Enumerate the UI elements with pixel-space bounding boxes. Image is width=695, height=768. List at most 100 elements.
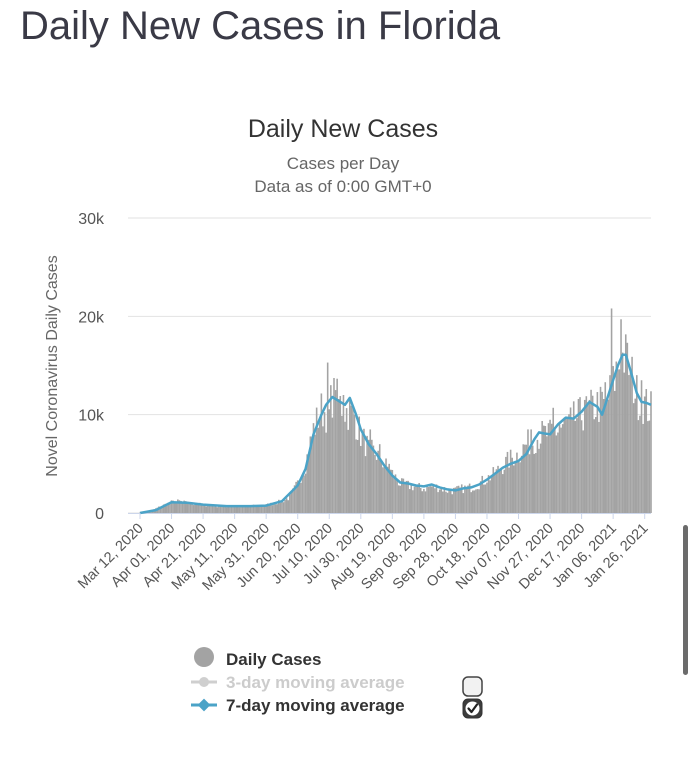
checkbox-3day[interactable] <box>462 676 483 697</box>
daily-cases-bar <box>301 475 304 513</box>
daily-cases-bar <box>295 481 297 513</box>
daily-cases-bar <box>371 439 373 513</box>
daily-cases-bar <box>207 505 209 513</box>
daily-cases-bar <box>383 465 386 513</box>
daily-cases-bar <box>501 474 504 513</box>
daily-cases-bar <box>424 491 427 513</box>
daily-cases-bar <box>284 499 286 513</box>
daily-cases-bar <box>296 480 299 513</box>
daily-cases-bar <box>192 505 195 513</box>
daily-cases-bar <box>320 393 323 513</box>
daily-cases-bar <box>566 418 569 513</box>
daily-cases-bar <box>367 439 370 513</box>
daily-cases-bar <box>344 421 346 513</box>
daily-cases-bar <box>423 488 425 513</box>
daily-cases-bar <box>377 450 379 513</box>
daily-cases-bar <box>495 469 498 513</box>
moving-average-lines <box>139 353 652 515</box>
scrollbar[interactable] <box>683 525 688 675</box>
daily-cases-bar <box>166 505 168 513</box>
y-axis-title: Novel Coronavirus Daily Cases <box>44 255 61 476</box>
daily-cases-bar <box>341 415 343 513</box>
daily-cases-bar <box>173 503 176 513</box>
daily-cases-bar <box>419 488 422 513</box>
daily-cases-bar <box>399 485 402 513</box>
daily-cases-bar <box>229 507 231 513</box>
daily-cases-bar <box>388 463 390 513</box>
daily-cases-bar <box>402 478 405 513</box>
daily-cases-bar <box>200 504 203 513</box>
daily-cases-bar <box>393 478 395 513</box>
daily-cases-bar <box>255 505 258 513</box>
daily-cases-bar <box>167 502 170 513</box>
daily-cases-bar <box>580 420 583 513</box>
daily-cases-bar <box>639 415 641 513</box>
daily-cases-bar <box>161 506 163 513</box>
daily-cases-bar <box>251 505 253 513</box>
daily-cases-bar <box>613 390 616 513</box>
daily-cases-bar <box>476 489 479 513</box>
daily-cases-bar <box>244 505 247 513</box>
daily-cases-bar <box>292 488 294 513</box>
daily-cases-bar <box>591 395 594 513</box>
daily-cases-bar <box>326 362 329 513</box>
daily-cases-bar <box>550 423 553 513</box>
y-tick-label: 20k <box>78 309 105 326</box>
daily-cases-bar <box>385 458 387 513</box>
daily-cases-bar <box>202 503 204 513</box>
daily-cases-bar <box>629 370 632 513</box>
daily-cases-bar <box>352 406 354 513</box>
daily-cases-bar <box>394 474 397 513</box>
legend-item-daily-cases[interactable]: Daily Cases <box>194 647 321 669</box>
daily-cases-bar <box>574 420 577 513</box>
daily-cases-bar <box>492 467 495 513</box>
daily-cases-bar <box>317 427 320 513</box>
daily-cases-bar <box>386 466 389 513</box>
daily-cases-bar <box>355 439 357 513</box>
daily-cases-bar <box>188 503 190 513</box>
daily-cases-bar <box>199 502 201 513</box>
daily-cases-bar <box>312 423 315 513</box>
daily-cases-bar <box>494 474 496 513</box>
daily-cases-bar <box>558 424 561 513</box>
page-title: Daily New Cases in Florida <box>20 4 501 48</box>
daily-cases-bar <box>405 480 408 513</box>
legend-label-daily-cases: Daily Cases <box>226 650 321 669</box>
daily-cases-bar <box>205 506 208 513</box>
daily-cases-bar <box>246 505 249 513</box>
daily-cases-bar <box>330 385 332 513</box>
daily-cases-bar <box>218 506 220 513</box>
daily-cases-bar <box>285 498 288 513</box>
y-axis-ticks: 0 10k 20k 30k <box>78 211 105 523</box>
daily-cases-bar <box>213 506 215 513</box>
daily-cases-bar <box>278 499 280 513</box>
daily-cases-bar <box>210 505 212 513</box>
legend-item-7day-ma[interactable]: 7-day moving average <box>191 696 483 719</box>
daily-cases-bar <box>159 507 162 513</box>
daily-cases-bar <box>577 399 580 513</box>
daily-cases-bar <box>514 462 517 513</box>
daily-cases-bar <box>465 487 468 513</box>
daily-cases-bar <box>328 409 331 513</box>
daily-cases-bar <box>462 493 465 513</box>
daily-cases-bar <box>337 398 340 513</box>
daily-cases-bar <box>298 482 301 513</box>
daily-cases-bar <box>334 390 337 513</box>
daily-cases-bar <box>475 489 477 513</box>
legend-item-3day-ma[interactable]: 3-day moving average <box>191 673 483 697</box>
chart-title: Daily New Cases <box>248 115 438 143</box>
daily-cases-bar <box>319 418 321 513</box>
daily-cases-bar <box>353 414 356 513</box>
daily-cases-bar <box>434 488 436 513</box>
daily-cases-bar <box>509 449 512 513</box>
daily-cases-bar <box>539 443 542 513</box>
daily-cases-bar <box>531 445 534 513</box>
checkbox-7day[interactable] <box>462 698 483 719</box>
daily-cases-bar <box>233 507 236 513</box>
daily-cases-bar <box>276 504 279 513</box>
daily-cases-bar <box>322 426 324 513</box>
daily-cases-bar <box>323 412 326 513</box>
daily-cases-bar <box>401 478 403 513</box>
ma7-line <box>139 353 652 515</box>
